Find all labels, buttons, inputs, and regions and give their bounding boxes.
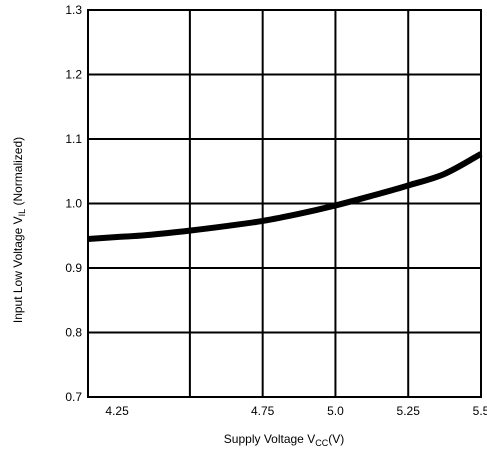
x-tick-label-3: 5.25 (397, 404, 421, 418)
x-tick-label-0: 4.25 (105, 404, 129, 418)
y-axis-label-sub: IL (17, 209, 27, 217)
y-tick-label-1: 0.8 (65, 326, 82, 340)
x-tick-labels: 4.25 4.75 5.0 5.25 5.5 (105, 404, 487, 418)
grid (88, 9, 482, 398)
y-axis-label-suffix: (Normalized) (11, 137, 25, 209)
y-tick-label-4: 1.1 (65, 132, 82, 146)
y-tick-labels: 0.7 0.8 0.9 1.0 1.1 1.2 1.3 (65, 3, 82, 404)
y-axis-label: Input Low Voltage VIL (Normalized) (11, 137, 27, 323)
plot-frame (87, 9, 482, 398)
y-tick-label-2: 0.9 (65, 261, 82, 275)
x-axis-label: Supply Voltage VCC(V) (224, 432, 344, 448)
series-layer (87, 151, 483, 242)
y-tick-label-3: 1.0 (65, 197, 82, 211)
x-axis-label-suffix: (V) (328, 432, 344, 446)
x-tick-label-4: 5.5 (473, 404, 487, 418)
y-tick-label-5: 1.2 (65, 68, 82, 82)
y-tick-label-0: 0.7 (65, 390, 82, 404)
x-axis-label-main: Supply Voltage V (224, 432, 315, 446)
y-tick-label-6: 1.3 (65, 3, 82, 17)
series-line-0 (87, 151, 483, 242)
x-axis-label-sub: CC (315, 438, 328, 448)
x-tick-label-1: 4.75 (251, 404, 275, 418)
y-axis-label-main: Input Low Voltage V (11, 216, 25, 323)
x-tick-label-2: 5.0 (327, 404, 344, 418)
